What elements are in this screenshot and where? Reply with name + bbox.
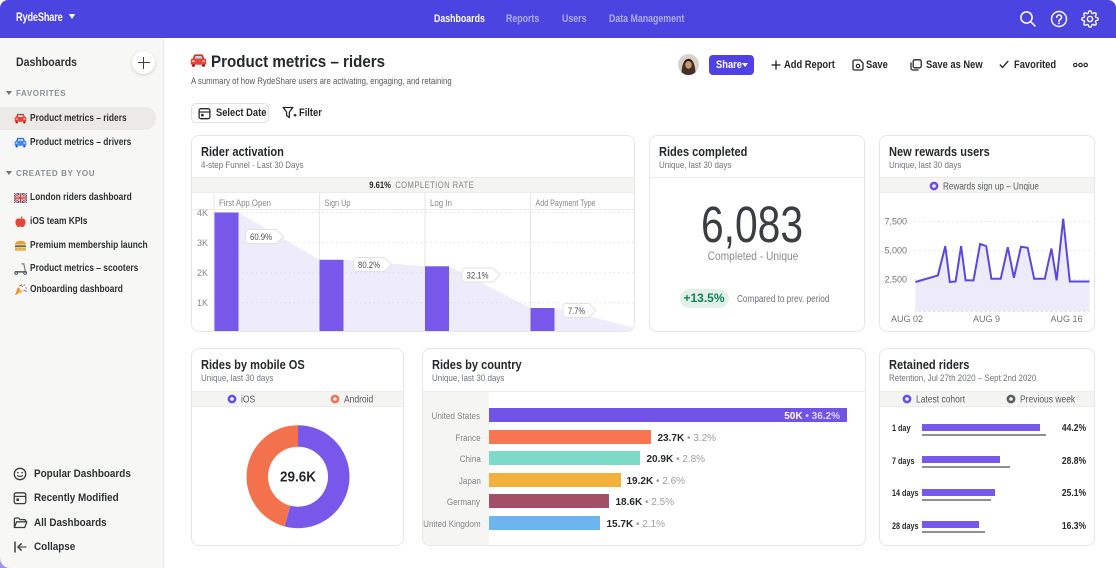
svg-text:3K: 3K <box>196 238 207 248</box>
svg-text:First App Open: First App Open <box>219 198 271 209</box>
svg-text:AUG 16: AUG 16 <box>1050 314 1082 324</box>
svg-text:80.2%: 80.2% <box>358 260 380 271</box>
svg-text:32.1%: 32.1% <box>466 270 488 281</box>
svg-text:2,500: 2,500 <box>884 274 907 284</box>
svg-text:Android: Android <box>344 394 373 404</box>
svg-text:4K: 4K <box>196 208 207 218</box>
svg-text:iOS: iOS <box>241 394 255 404</box>
svg-text:29.6K: 29.6K <box>280 469 316 486</box>
svg-text:7.7%: 7.7% <box>568 306 585 317</box>
svg-text:Sign Up: Sign Up <box>324 198 350 209</box>
svg-text:7,500: 7,500 <box>884 216 907 226</box>
svg-text:Rewards sign up – Unqiue: Rewards sign up – Unqiue <box>943 181 1039 191</box>
svg-text:Add Payment Type: Add Payment Type <box>535 198 595 209</box>
svg-text:Latest cohort: Latest cohort <box>916 394 965 404</box>
svg-text:60.9%: 60.9% <box>250 232 272 243</box>
svg-text:1K: 1K <box>196 298 207 308</box>
svg-text:5,000: 5,000 <box>884 245 907 255</box>
svg-text:AUG 9: AUG 9 <box>972 314 999 324</box>
svg-text:Previous week: Previous week <box>1020 394 1076 404</box>
svg-text:AUG 02: AUG 02 <box>891 314 923 324</box>
svg-text:2K: 2K <box>196 268 207 278</box>
svg-text:Log In: Log In <box>430 198 452 209</box>
